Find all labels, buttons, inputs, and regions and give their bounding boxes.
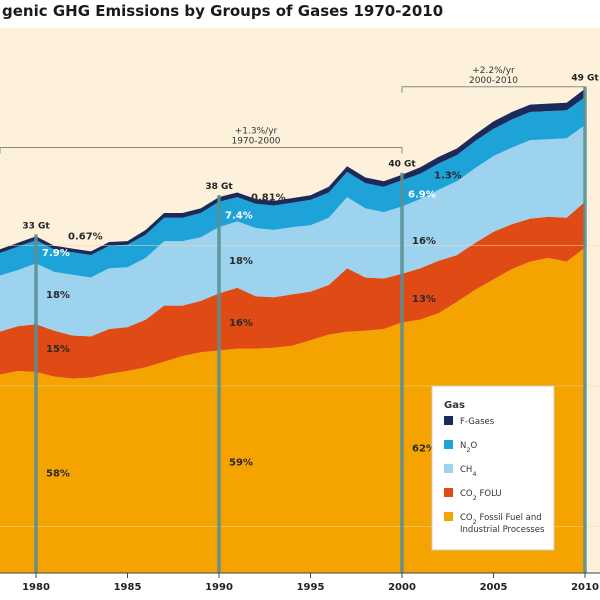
pct-1980-2: 18% [46,290,70,301]
pct-2000-3: 6.9% [408,189,436,200]
legend-label-1: N2O [460,441,478,454]
legend-swatch-2 [444,464,453,473]
pct-1980-0: 58% [46,468,70,479]
x-tick-label-1990: 1990 [205,582,233,593]
pct-1980-3: 7.9% [42,248,70,259]
growth-rate-0: +1.3%/yr [235,127,278,137]
total-label-1980: 33 Gt [22,221,50,231]
total-label-1990: 38 Gt [205,182,233,192]
pct-2000-4: 1.3% [434,170,462,181]
legend-swatch-0 [444,416,453,425]
year-markers: 33 Gt 58% 15% 18% 7.9% 0.67% 38 Gt 59% 16% 18% 7.4… [22,74,599,573]
x-tick-label-2010: 2010 [571,582,599,593]
area-co2-folu [0,201,585,379]
pct-1990-1: 16% [229,318,253,329]
x-axis: 1980 1985 1990 1995 2000 2005 2010 [0,572,600,593]
growth-period-1: 2000-2010 [469,76,518,86]
total-label-2000: 40 Gt [388,160,416,170]
legend-label-0: F-Gases [460,417,495,427]
legend-label-3: CO2 FOLU [460,489,502,502]
pct-1980-4: 0.67% [68,231,103,242]
legend-swatch-3 [444,488,453,497]
growth-period-0: 1970-2000 [231,137,280,147]
growth-bracket-1 [401,86,586,93]
total-label-2010: 49 Gt [571,74,599,84]
legend-label-4-line2: Industrial Processes [460,525,545,535]
pct-1990-3: 7.4% [225,210,253,221]
area-ch4 [0,125,585,337]
x-tick-label-2005: 2005 [480,582,508,593]
pct-1980-1: 15% [46,344,70,355]
area-n2o [0,97,585,278]
growth-rate-1: +2.2%/yr [472,66,515,76]
x-tick-label-1980: 1980 [22,582,50,593]
legend-swatch-4 [444,512,453,521]
legend-label-4: CO2 Fossil Fuel and [460,513,542,526]
pct-2000-0: 62% [412,444,436,455]
legend-title: Gas [444,400,465,411]
growth-bracket-0 [0,147,403,154]
chart-title: genic GHG Emissions by Groups of Gases 1… [2,2,443,20]
pct-1990-0: 59% [229,458,253,469]
pct-2000-2: 16% [412,236,436,247]
x-tick-label-2000: 2000 [388,582,416,593]
pct-1990-2: 18% [229,256,253,267]
x-tick-label-1995: 1995 [297,582,325,593]
pct-2000-1: 13% [412,294,436,305]
pct-1990-4: 0.81% [251,192,286,203]
legend-swatch-1 [444,440,453,449]
x-tick-label-1985: 1985 [114,582,142,593]
